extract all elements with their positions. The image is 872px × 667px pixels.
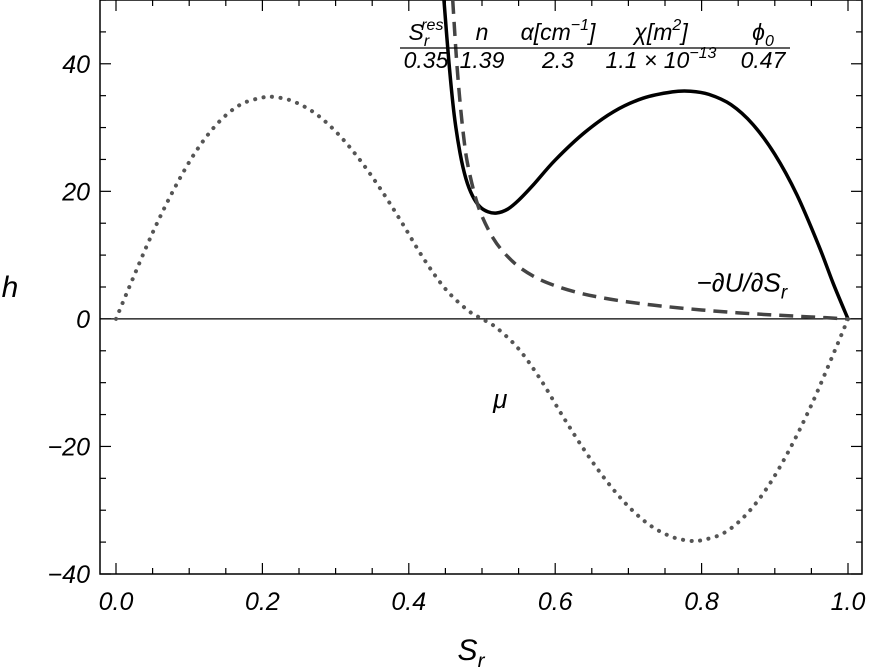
x-axis-title-sub: r bbox=[478, 650, 486, 667]
x-tick-label: 0.6 bbox=[538, 588, 573, 616]
series-line-dashed bbox=[450, 0, 849, 321]
param-header-tail: ] bbox=[679, 19, 688, 45]
y-tick-label: 20 bbox=[61, 178, 90, 206]
annotation-text: −∂U/∂S bbox=[697, 267, 782, 297]
x-tick-label: 1.0 bbox=[831, 588, 866, 616]
series-line-dotted bbox=[114, 94, 850, 544]
param-header-base: χ[m bbox=[632, 19, 672, 45]
param-value-base: 0.47 bbox=[741, 47, 787, 73]
x-tick-label: 0.2 bbox=[245, 588, 280, 616]
param-header: n bbox=[476, 19, 489, 45]
param-header-base: α[cm bbox=[521, 19, 571, 45]
x-axis-title: Sr bbox=[457, 634, 485, 667]
param-value: 1.39 bbox=[460, 47, 505, 73]
param-header: Srres bbox=[409, 17, 444, 50]
x-tick-label: 0.4 bbox=[391, 588, 426, 616]
curve-annotation: μ bbox=[492, 384, 507, 414]
y-tick-label: 40 bbox=[62, 51, 90, 79]
param-value: 2.3 bbox=[541, 47, 574, 73]
annotation-text: μ bbox=[492, 384, 507, 414]
series-layer bbox=[114, 0, 850, 544]
x-axis-title-base: S bbox=[457, 634, 477, 667]
y-tick-label: −20 bbox=[48, 433, 91, 461]
x-tick-label: 0.8 bbox=[684, 588, 719, 616]
param-header-base: S bbox=[409, 19, 425, 45]
series-line-solid bbox=[442, 0, 850, 321]
y-tick-label: 0 bbox=[76, 306, 90, 334]
param-value-sup: −13 bbox=[689, 45, 716, 62]
annotation-sub: r bbox=[781, 282, 788, 303]
param-value: 0.35 bbox=[404, 47, 449, 73]
param-value-base: 1.39 bbox=[460, 47, 505, 73]
y-tick-label: −40 bbox=[48, 561, 91, 589]
param-value-base: 2.3 bbox=[541, 47, 574, 73]
param-header-sub: r bbox=[424, 33, 430, 50]
param-header: ϕ0 bbox=[752, 19, 774, 50]
param-header-sup: 2 bbox=[671, 17, 681, 34]
param-header-sub: 0 bbox=[765, 33, 774, 50]
x-tick-label: 0.0 bbox=[99, 588, 134, 616]
param-header-base: n bbox=[476, 19, 489, 45]
curve-annotation: −∂U/∂Sr bbox=[697, 267, 788, 303]
param-value: 1.1 × 10−13 bbox=[606, 45, 717, 73]
param-value-base: 1.1 × 10 bbox=[606, 47, 690, 73]
param-header-tail: ] bbox=[587, 19, 596, 45]
param-header-sup: −1 bbox=[571, 17, 589, 34]
param-header: α[cm−1] bbox=[521, 17, 596, 45]
param-value: 0.47 bbox=[741, 47, 787, 73]
y-axis-title: h bbox=[2, 271, 19, 304]
param-header-base: ϕ bbox=[752, 19, 765, 45]
param-header-sup: res bbox=[421, 17, 443, 34]
param-value-base: 0.35 bbox=[404, 47, 449, 73]
param-header: χ[m2] bbox=[632, 17, 688, 45]
